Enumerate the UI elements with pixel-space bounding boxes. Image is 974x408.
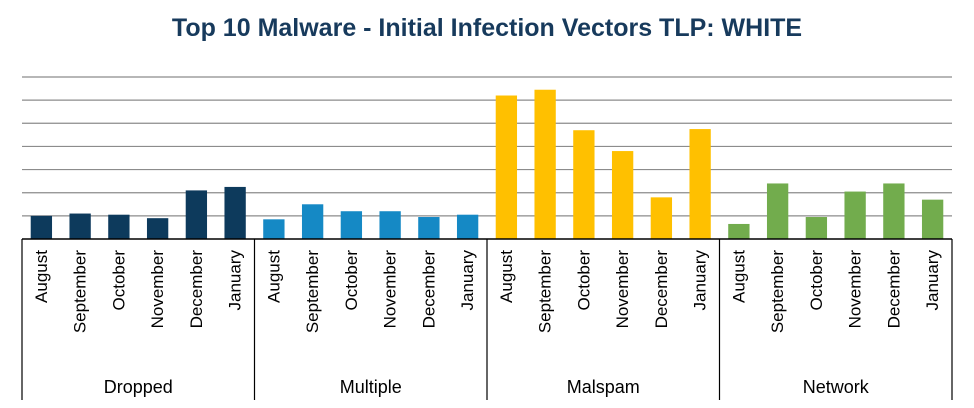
- x-tick-label: December: [884, 250, 903, 329]
- group-label-malspam: Malspam: [567, 377, 640, 397]
- chart-title: Top 10 Malware - Initial Infection Vecto…: [171, 14, 803, 42]
- bar-network-november: [844, 191, 866, 239]
- x-tick-label: October: [342, 250, 361, 311]
- bar-multiple-december: [418, 217, 440, 239]
- gridlines: [22, 76, 952, 217]
- bar-multiple-november: [379, 211, 401, 239]
- x-tick-label: September: [303, 250, 322, 333]
- x-tick-label: December: [419, 250, 438, 329]
- bar-network-september: [766, 183, 789, 239]
- bar-malspam-january: [689, 129, 711, 239]
- x-tick-label: October: [807, 250, 826, 311]
- bar-dropped-december: [185, 190, 208, 239]
- x-tick-label: August: [497, 250, 516, 303]
- bar-malspam-october: [573, 130, 595, 239]
- x-tick-label: November: [148, 250, 167, 329]
- x-tick-label: August: [32, 250, 51, 303]
- x-tick-label: January: [226, 250, 245, 311]
- x-tick-label: October: [574, 250, 593, 311]
- x-tick-label: November: [846, 250, 865, 329]
- x-tick-label: September: [71, 250, 90, 333]
- axis-labels: August September October November December Ja…: [32, 250, 942, 397]
- x-tick-label: January: [458, 250, 477, 311]
- bar-dropped-october: [108, 214, 130, 239]
- x-tick-label: September: [768, 250, 787, 333]
- bar-dropped-september: [69, 213, 91, 239]
- x-tick-label: January: [923, 250, 942, 311]
- bar-dropped-august: [30, 215, 53, 239]
- bar-multiple-october: [340, 211, 363, 239]
- x-tick-label: November: [381, 250, 400, 329]
- bar-malspam-august: [495, 95, 518, 239]
- bar-network-december: [883, 183, 905, 239]
- bar-multiple-september: [301, 204, 324, 239]
- bar-malspam-november: [611, 151, 634, 239]
- bar-network-october: [805, 217, 828, 239]
- group-label-network: Network: [803, 377, 870, 397]
- bar-multiple-august: [263, 219, 285, 239]
- x-tick-label: August: [729, 250, 748, 303]
- axis-frame: [21, 238, 953, 400]
- bar-multiple-january: [456, 214, 479, 239]
- x-tick-label: October: [109, 250, 128, 311]
- group-label-dropped: Dropped: [104, 377, 173, 397]
- x-tick-label: December: [187, 250, 206, 329]
- x-tick-label: December: [652, 250, 671, 329]
- bars: [30, 89, 944, 239]
- bar-malspam-september: [534, 89, 556, 239]
- bar-network-august: [728, 223, 750, 239]
- x-tick-label: September: [536, 250, 555, 333]
- group-label-multiple: Multiple: [340, 377, 402, 397]
- bar-dropped-january: [224, 186, 246, 239]
- x-tick-label: August: [264, 250, 283, 303]
- bar-network-january: [921, 199, 944, 239]
- x-tick-label: January: [691, 250, 710, 311]
- x-tick-label: November: [613, 250, 632, 329]
- bar-malspam-december: [650, 197, 673, 239]
- bar-dropped-november: [146, 218, 169, 239]
